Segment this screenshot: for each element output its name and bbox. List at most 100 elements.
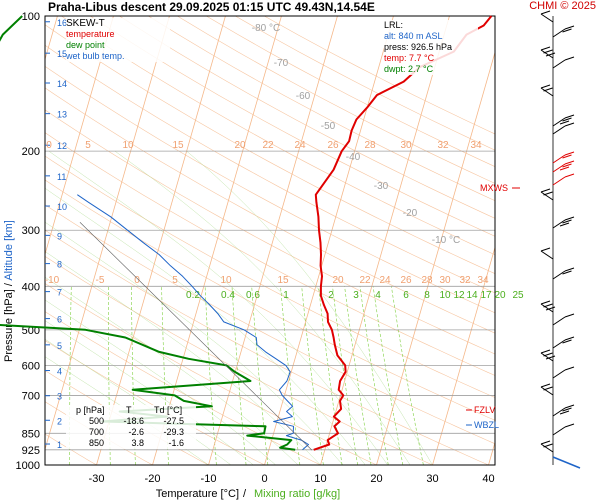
isotherm-label: 24 <box>379 275 391 286</box>
mixing-ratio-label: 0.2 <box>186 290 200 301</box>
y-tick-label: 850 <box>22 428 40 440</box>
isotherm-label: 15 <box>277 275 289 286</box>
isotherm-label: 24 <box>294 140 306 151</box>
dry-adiabat <box>61 16 495 256</box>
cell-td: -27.5 <box>163 416 184 426</box>
isotherm-label: 20 <box>332 275 344 286</box>
isotherm-label: -80 °C <box>252 23 280 34</box>
wind-barb <box>552 267 575 280</box>
dry-adiabat <box>45 24 495 274</box>
cell-p: 850 <box>88 438 104 448</box>
dry-adiabat <box>45 132 495 376</box>
wind-barb <box>540 84 554 97</box>
km-tick-label: 15 <box>57 49 67 59</box>
fzlv-label: FZLV <box>474 405 495 415</box>
x-tick-label: -20 <box>145 473 161 485</box>
mxws-label: MXWS <box>480 183 508 193</box>
lrl-title: LRL: <box>384 20 404 30</box>
lrl-info: LRL: alt: 840 m ASL press: 926.5 hPa tem… <box>384 20 478 75</box>
cell-p: 700 <box>88 427 104 437</box>
km-tick-label: 6 <box>57 315 62 325</box>
km-tick-label: 7 <box>57 288 62 298</box>
dry-adiabat <box>119 16 495 219</box>
lrl-temp: temp: 7.7 °C <box>384 53 435 63</box>
plot-frame <box>44 15 496 466</box>
km-tick-label: 13 <box>57 110 67 120</box>
wind-barb <box>540 349 556 362</box>
isotherm <box>45 16 114 256</box>
isotherm-label: 28 <box>421 275 433 286</box>
y-tick-label: 400 <box>22 281 40 293</box>
mixing-ratio-label: 12 <box>453 290 465 301</box>
isotherm-label: 34 <box>477 275 489 286</box>
wind-barb <box>540 383 554 396</box>
isotherm <box>0 16 1 465</box>
isotherm <box>45 16 170 451</box>
wind-barb <box>540 247 554 260</box>
wind-barb <box>540 300 556 313</box>
mixing-ratio-label: 20 <box>494 290 506 301</box>
wind-barb <box>552 114 575 127</box>
km-tick-label: 10 <box>57 202 67 212</box>
dry-adiabat <box>45 109 495 355</box>
isotherm-label: 30 <box>439 275 451 286</box>
legend-dew-point: dew point <box>66 40 105 50</box>
wind-barb <box>552 313 575 326</box>
isotherm-label: -60 <box>296 91 311 102</box>
isotherm-label: -40 <box>346 152 361 163</box>
wind-barb <box>552 56 575 69</box>
km-tick-label: 8 <box>57 260 62 270</box>
x-tick-label: 0 <box>261 473 267 485</box>
isotherm-label: 26 <box>327 140 339 151</box>
km-tick-label: 9 <box>57 231 62 241</box>
wind-barb <box>552 122 575 135</box>
x-tick-label: 40 <box>482 473 494 485</box>
y-tick-label: 100 <box>22 11 40 23</box>
wind-barb <box>540 46 556 59</box>
isotherm <box>320 16 450 465</box>
km-tick-label: 1 <box>57 440 62 450</box>
km-tick-label: 4 <box>57 367 62 377</box>
legend-temperature: temperature <box>66 29 115 39</box>
km-tick-label: 5 <box>57 341 62 351</box>
mixing-ratio-label: 14 <box>466 290 478 301</box>
series-line-temperature <box>313 15 493 451</box>
mixing-ratio-label: 0.6 <box>246 290 260 301</box>
wind-barb <box>552 423 575 436</box>
y-tick-label: 200 <box>22 146 40 158</box>
isotherm <box>488 440 495 465</box>
x-axis-label-secondary: Mixing ratio [g/kg] <box>254 488 340 500</box>
wind-barb <box>540 440 554 453</box>
km-tick-label: 3 <box>57 392 62 402</box>
parcel-line <box>79 222 313 451</box>
mixing-ratio-label: 17 <box>480 290 492 301</box>
x-tick-label: -30 <box>89 473 105 485</box>
dry-adiabat <box>45 155 495 398</box>
legend: SKEW-T temperature dew point wet bulb te… <box>66 18 170 62</box>
mixing-ratio-label: 4 <box>375 290 381 301</box>
isotherm <box>208 16 338 465</box>
x-tick-label: 20 <box>370 473 382 485</box>
isotherm-label: 34 <box>470 140 482 151</box>
isotherm-label: 10 <box>122 140 134 151</box>
y-tick-label: 700 <box>22 390 40 402</box>
header-p: p [hPa] <box>76 405 105 415</box>
levels-table-header: p [hPa] T Td [°C] <box>66 405 196 416</box>
legend-wet-bulb: wet bulb temp. <box>66 51 125 61</box>
isotherm-label: 10 <box>220 275 232 286</box>
plot-background <box>45 16 495 465</box>
series-line-wet-bulb-temp- <box>77 194 309 451</box>
dry-adiabat <box>148 16 495 202</box>
wind-barb <box>552 25 575 38</box>
isotherm <box>264 16 394 465</box>
levels-table-row: 700 -2.6 -29.3 <box>66 427 196 438</box>
chart-title: Praha-Libus descent 29.09.2025 01:15 UTC… <box>48 0 375 14</box>
cell-t: 3.8 <box>131 438 144 448</box>
wind-barb <box>552 404 575 417</box>
mixing-ratio-label: 3 <box>353 290 359 301</box>
isotherm-label: 22 <box>359 275 371 286</box>
isotherm-label: -5 <box>96 275 105 286</box>
isotherm <box>152 16 282 465</box>
header-t: T <box>126 405 132 415</box>
credit-label: CHMI © 2025 <box>529 0 596 12</box>
